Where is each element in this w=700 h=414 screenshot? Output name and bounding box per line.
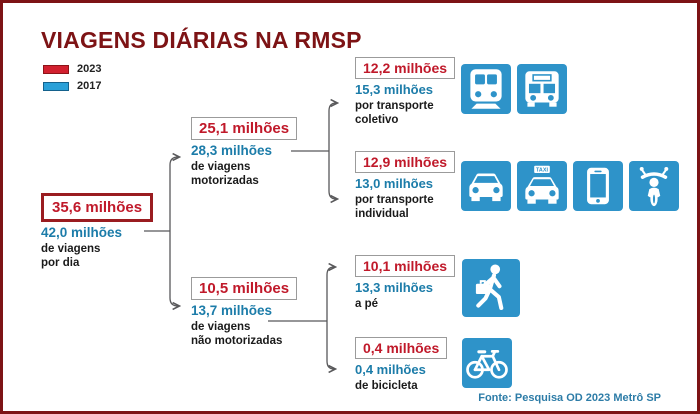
- individual-2017-value: 13,0 milhões: [355, 176, 434, 191]
- motorizadas-2023-value: 25,1 milhões: [199, 120, 290, 137]
- coletivo-icons: [461, 64, 567, 114]
- bicycle-icon: [462, 338, 512, 388]
- a-pe-2023-value: 10,1 milhões: [363, 258, 448, 274]
- individual-caption: por transporte individual: [355, 194, 434, 221]
- page-title: VIAGENS DIÁRIAS NA RMSP: [41, 27, 362, 53]
- bus-icon: [517, 64, 567, 114]
- node-motorizadas: 25,1 milhões 28,3 milhões de viagens mot…: [191, 117, 298, 189]
- legend-label-2017: 2017: [77, 80, 102, 92]
- legend-item-2017: 2017: [43, 80, 101, 92]
- taxi-sign-text: TAXI: [536, 168, 548, 174]
- total-2023-value: 35,6 milhões: [52, 199, 143, 216]
- coletivo-2023-value: 12,2 milhões: [363, 60, 448, 76]
- node-bicicleta: 0,4 milhões 0,4 milhões de bicicleta: [355, 337, 448, 393]
- scooter-icon: [629, 161, 679, 211]
- individual-2023-value: 12,9 milhões: [363, 154, 448, 170]
- taxi-icon: TAXI: [517, 161, 567, 211]
- nao-motorizadas-2023-box: 10,5 milhões: [191, 277, 298, 300]
- nao-motorizadas-caption: de viagens não motorizadas: [191, 321, 283, 348]
- coletivo-2023-box: 12,2 milhões: [355, 57, 456, 79]
- legend: 2023 2017: [43, 63, 101, 97]
- motorizadas-2023-box: 25,1 milhões: [191, 117, 298, 140]
- motorizadas-caption: de viagens motorizadas: [191, 161, 259, 188]
- individual-2023-box: 12,9 milhões: [355, 151, 456, 173]
- bicicleta-2023-box: 0,4 milhões: [355, 337, 448, 359]
- node-nao-motorizadas: 10,5 milhões 13,7 milhões de viagens não…: [191, 277, 298, 349]
- legend-swatch-2023: [43, 64, 69, 74]
- motorizadas-2017-value: 28,3 milhões: [191, 143, 273, 158]
- bicicleta-2023-value: 0,4 milhões: [363, 340, 440, 356]
- a-pe-icons: [462, 259, 520, 317]
- a-pe-2023-box: 10,1 milhões: [355, 255, 456, 277]
- coletivo-caption: por transporte coletivo: [355, 100, 434, 127]
- legend-item-2023: 2023: [43, 63, 101, 75]
- smartphone-icon: [573, 161, 623, 211]
- coletivo-2017-value: 15,3 milhões: [355, 82, 434, 97]
- nao-motorizadas-2023-value: 10,5 milhões: [199, 280, 290, 297]
- car-icon: [461, 161, 511, 211]
- pedestrian-icon: [462, 259, 520, 317]
- legend-swatch-2017: [43, 81, 69, 91]
- train-icon: [461, 64, 511, 114]
- source-note: Fonte: Pesquisa OD 2023 Metrô SP: [478, 392, 661, 404]
- legend-label-2023: 2023: [77, 63, 102, 75]
- a-pe-2017-value: 13,3 milhões: [355, 280, 434, 295]
- node-individual: 12,9 milhões 13,0 milhões por transporte…: [355, 151, 456, 222]
- bicicleta-caption: de bicicleta: [355, 380, 418, 392]
- nao-motorizadas-2017-value: 13,7 milhões: [191, 303, 273, 318]
- bicicleta-2017-value: 0,4 milhões: [355, 362, 426, 377]
- total-caption: de viagens por dia: [41, 243, 101, 270]
- node-a-pe: 10,1 milhões 13,3 milhões a pé: [355, 255, 456, 311]
- node-total: 35,6 milhões 42,0 milhões de viagens por…: [41, 193, 154, 271]
- individual-icons: TAXI: [461, 161, 679, 211]
- bicicleta-icons: [462, 338, 512, 388]
- total-2017-value: 42,0 milhões: [41, 225, 123, 240]
- node-coletivo: 12,2 milhões 15,3 milhões por transporte…: [355, 57, 456, 128]
- total-2023-box: 35,6 milhões: [41, 193, 154, 222]
- a-pe-caption: a pé: [355, 298, 379, 310]
